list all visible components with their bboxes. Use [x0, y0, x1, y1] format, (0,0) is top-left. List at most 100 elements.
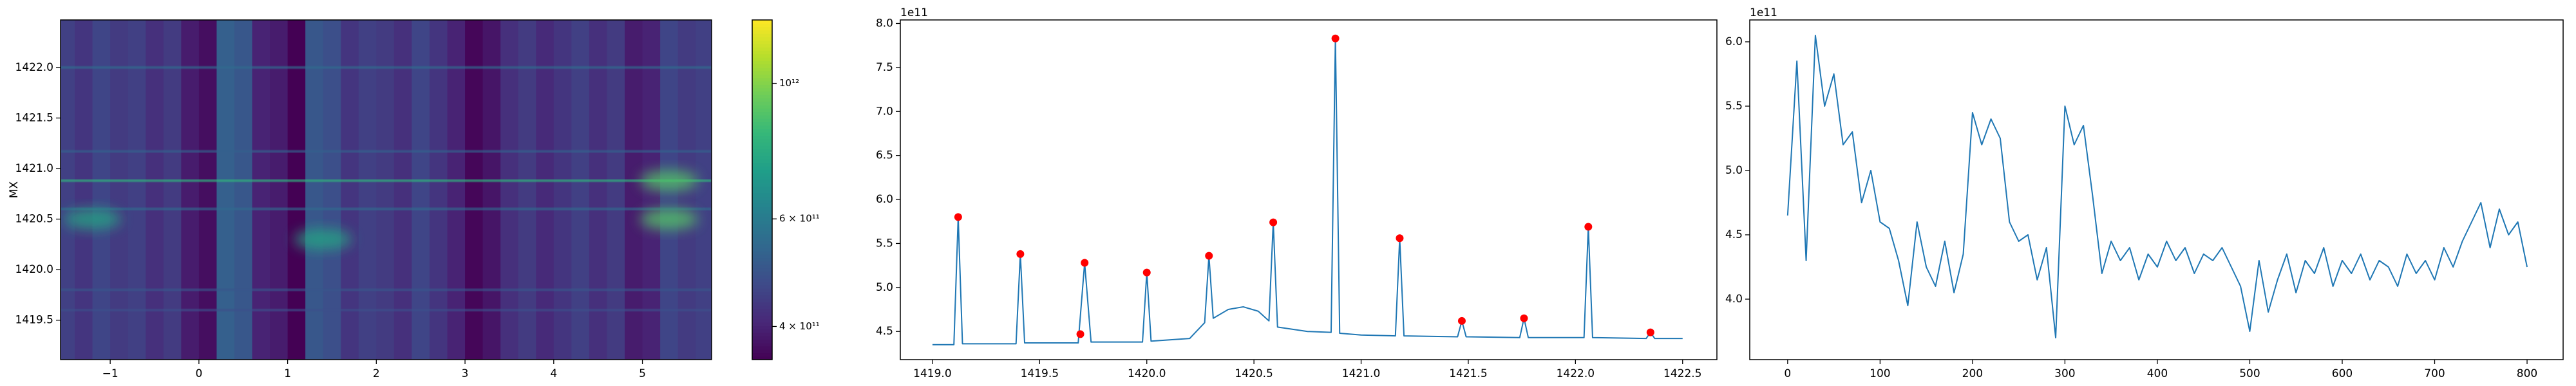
heatmap-image: [61, 20, 712, 360]
colorbar-step: [752, 71, 772, 75]
x-tick-label: 100: [1870, 367, 1890, 380]
colorbar-step: [752, 128, 772, 133]
colorbar-step: [752, 132, 772, 136]
colorbar-step: [752, 60, 772, 65]
colorbar-step: [752, 302, 772, 306]
heatmap-column: [198, 20, 217, 360]
heatmap-column: [146, 20, 164, 360]
heatmap-column: [589, 20, 607, 360]
offset-text: 1e11: [1750, 6, 1777, 19]
x-tick-label: 0: [195, 367, 202, 380]
colorbar-step: [752, 291, 772, 296]
heatmap-column: [553, 20, 572, 360]
colorbar-step: [752, 33, 772, 37]
x-tick-label: 1422.0: [1557, 367, 1595, 380]
y-axis-label: MX: [8, 181, 21, 198]
y-tick-label: 4.5: [876, 325, 893, 338]
x-tick-label: 1: [284, 367, 291, 380]
colorbar-step: [752, 172, 772, 177]
axes-frame: [60, 19, 712, 360]
colorbar-step: [752, 23, 772, 28]
colorbar-step: [752, 322, 772, 326]
colorbar-step: [752, 64, 772, 68]
colorbar-step: [752, 162, 772, 167]
colorbar-step: [752, 268, 772, 272]
colorbar-step: [752, 57, 772, 61]
colorbar-step: [752, 257, 772, 262]
y-tick-label: 7.0: [876, 105, 893, 118]
x-tick-label: 4: [550, 367, 557, 380]
x-tick-label: 700: [2424, 367, 2445, 380]
colorbar-step: [752, 244, 772, 248]
peak-marker: [1520, 314, 1528, 322]
y-tick-label: 8.0: [876, 17, 893, 30]
colorbar-step: [752, 50, 772, 55]
colorbar-step: [752, 190, 772, 194]
colorbar-frame: [752, 19, 773, 360]
heatmap-blob: [639, 208, 698, 230]
heatmap-row-line: [61, 66, 712, 69]
x-tick-label: 1420.0: [1128, 367, 1166, 380]
y-tick-label: 1419.5: [15, 314, 53, 327]
colorbar-step: [752, 332, 772, 336]
colorbar-step: [752, 53, 772, 58]
heatmap-column: [305, 20, 324, 360]
heatmap-column: [110, 20, 129, 360]
x-tick-label: 5: [639, 367, 646, 380]
colorbar-step: [752, 318, 772, 323]
colorbar-step: [752, 115, 772, 119]
x-tick-label: 1419.0: [913, 367, 951, 380]
heatmap-column: [341, 20, 359, 360]
heatmap-column: [412, 20, 430, 360]
colorbar-step: [752, 298, 772, 302]
colorbar-step: [752, 118, 772, 122]
y-tick-label: 5.0: [1725, 164, 1743, 177]
heatmap-column: [393, 20, 412, 360]
heatmap-column: [571, 20, 590, 360]
y-tick-label: 1421.5: [15, 111, 53, 124]
colorbar-step: [752, 275, 772, 279]
colorbar-step: [752, 284, 772, 289]
heatmap-column: [358, 20, 377, 360]
colorbar-step: [752, 152, 772, 156]
colorbar-step: [752, 288, 772, 292]
x-tick-label: 300: [2054, 367, 2075, 380]
colorbar-step: [752, 108, 772, 113]
colorbar-step: [752, 227, 772, 231]
x-tick-label: 3: [462, 367, 469, 380]
colorbar-step: [752, 149, 772, 153]
colorbar-step: [752, 223, 772, 228]
colorbar-step: [752, 98, 772, 102]
colorbar-tick-label: 10¹²: [779, 77, 799, 89]
colorbar-step: [752, 217, 772, 221]
peak-marker: [1142, 268, 1151, 277]
colorbar-step: [752, 261, 772, 265]
heatmap-column: [287, 20, 306, 360]
colorbar-step: [752, 264, 772, 269]
heatmap-column: [625, 20, 643, 360]
heatmap-column: [61, 20, 75, 360]
colorbar-step: [752, 305, 772, 309]
colorbar-step: [752, 213, 772, 217]
colorbar-step: [752, 84, 772, 89]
heatmap-column: [465, 20, 484, 360]
x-tick-label: 800: [2517, 367, 2537, 380]
colorbar-step: [752, 183, 772, 187]
colorbar-step: [752, 43, 772, 48]
heatmap-row-line: [61, 179, 712, 182]
y-tick-label: 1422.0: [15, 61, 53, 74]
heatmap-column: [252, 20, 270, 360]
colorbar-step: [752, 199, 772, 204]
colorbar-step: [752, 26, 772, 31]
colorbar-step: [752, 166, 772, 170]
peak-marker: [1016, 250, 1025, 258]
axes-frame: [1749, 19, 2564, 360]
heatmap-column: [696, 20, 712, 360]
colorbar-step: [752, 230, 772, 235]
colorbar-step: [752, 210, 772, 214]
colorbar-step: [752, 254, 772, 259]
colorbar-step: [752, 295, 772, 299]
y-tick-label: 6.0: [876, 193, 893, 206]
colorbar-step: [752, 247, 772, 252]
